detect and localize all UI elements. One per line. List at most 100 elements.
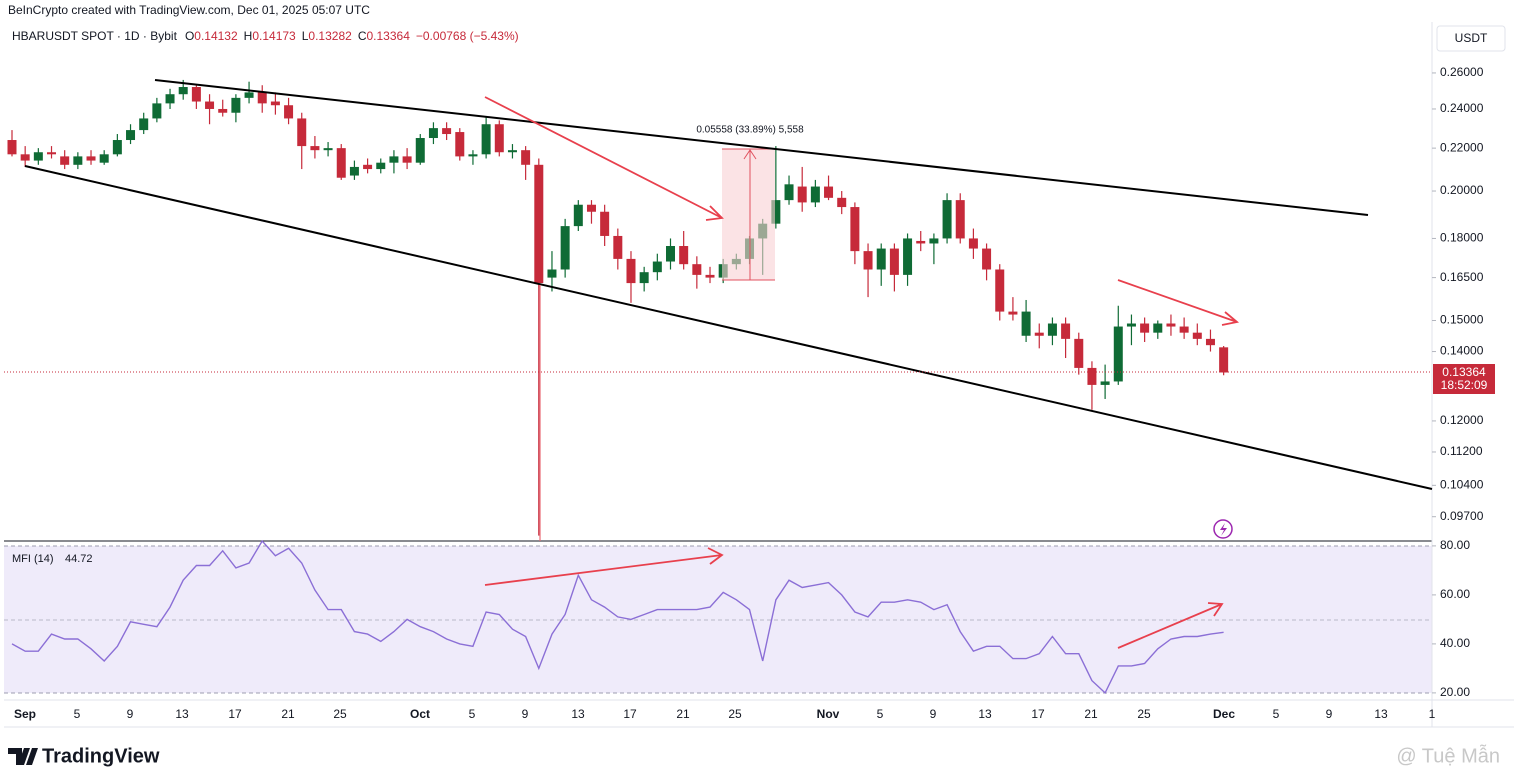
x-tick-label: 25	[728, 707, 742, 721]
candle-body	[586, 204, 596, 212]
x-tick-label: 21	[1084, 707, 1098, 721]
candle-body	[481, 124, 491, 155]
candle-body	[112, 140, 122, 155]
candle-body	[837, 197, 847, 208]
candle-body	[1140, 323, 1150, 333]
candle-body	[1021, 311, 1031, 336]
y-tick-label: 0.20000	[1440, 183, 1484, 197]
ohlc-value: 0.14173	[252, 29, 296, 43]
x-tick-label: 5	[877, 707, 884, 721]
last-price-label: 0.13364	[1442, 365, 1486, 379]
candle-body	[33, 152, 43, 161]
countdown: 18:52:09	[1441, 378, 1488, 392]
candle-body	[442, 128, 452, 135]
alert-icon-bolt	[1220, 523, 1227, 536]
watermark: @ Tuệ Mẫn	[1396, 744, 1500, 767]
mfi-name: MFI (14)	[12, 553, 54, 565]
candle-body	[257, 92, 267, 104]
candle-body	[955, 200, 965, 239]
last-price-box	[1433, 364, 1495, 394]
x-tick-label: 5	[74, 707, 81, 721]
candle-body	[810, 186, 820, 203]
y-tick-label: 0.11200	[1440, 444, 1483, 458]
candle-body	[889, 248, 899, 275]
candle-body	[494, 124, 504, 153]
candle-body	[1061, 323, 1071, 339]
y-tick-label: 0.18000	[1440, 231, 1484, 245]
candle-body	[600, 211, 610, 236]
candle-body	[560, 226, 570, 270]
arrow-annotation	[484, 96, 724, 221]
y-tick-label: 0.22000	[1440, 140, 1484, 154]
brand-logo	[8, 748, 38, 765]
x-tick-label: Sep	[14, 707, 36, 721]
x-tick-label: 25	[333, 707, 347, 721]
upper-trendline	[154, 79, 1369, 216]
x-tick-label: 1	[1429, 707, 1436, 721]
candle-body	[1166, 323, 1176, 327]
candle-body	[850, 207, 860, 252]
x-tick-label: 13	[978, 707, 992, 721]
y-tick-label: 20.00	[1440, 685, 1470, 699]
x-tick-label: 17	[623, 707, 637, 721]
candle-body	[1126, 323, 1136, 327]
x-tick-label: Nov	[817, 707, 840, 721]
y-tick-label: 0.26000	[1440, 65, 1484, 79]
candle-body	[165, 94, 175, 104]
candle-body	[191, 87, 201, 102]
candle-body	[218, 108, 228, 113]
arrow-annotation	[484, 547, 724, 586]
x-tick-label: Dec	[1213, 707, 1235, 721]
ohlc-letter: O	[185, 29, 194, 43]
candle-body	[547, 269, 557, 278]
x-tick-label: 21	[676, 707, 690, 721]
candle-body	[284, 105, 294, 119]
candle-body	[468, 154, 478, 157]
candle-body	[99, 154, 109, 163]
candle-body	[1153, 323, 1163, 333]
x-tick-label: 17	[228, 707, 242, 721]
y-tick-label: 0.14000	[1440, 344, 1484, 358]
candle-body	[573, 204, 583, 227]
change: −0.00768 (−5.43%)	[416, 29, 519, 43]
candle-body	[666, 246, 675, 262]
candle-body	[824, 186, 834, 198]
x-tick-label: 9	[127, 707, 134, 721]
candle-body	[639, 272, 649, 284]
candle-body	[349, 166, 359, 176]
x-tick-label: 5	[469, 707, 476, 721]
candle-body	[1113, 326, 1123, 382]
candle-body	[244, 92, 254, 98]
candle-body	[626, 258, 636, 284]
symbol: HBARUSDT SPOT · 1D · Bybit	[12, 29, 178, 43]
currency-box[interactable]	[1436, 25, 1506, 52]
mfi-line	[11, 539, 1224, 695]
y-tick-label: 0.10400	[1440, 478, 1484, 492]
x-tick-label: Oct	[410, 707, 430, 721]
candle-body	[679, 246, 689, 265]
candle-body	[20, 154, 30, 161]
x-tick-label: 25	[1137, 707, 1151, 721]
candle-body	[1179, 326, 1189, 333]
candle-body	[60, 156, 70, 165]
x-tick-label: 21	[281, 707, 295, 721]
candle-body	[415, 138, 425, 163]
y-tick-label: 60.00	[1440, 587, 1470, 601]
measure-arrow-head	[743, 149, 757, 160]
y-tick-label: 0.16500	[1440, 270, 1484, 284]
x-tick-label: 5	[1273, 707, 1280, 721]
candle-body	[1034, 332, 1044, 336]
candle-body	[916, 240, 926, 244]
y-tick-label: 40.00	[1440, 636, 1470, 650]
candle-body	[363, 164, 373, 170]
candle-body	[1008, 311, 1018, 315]
y-tick-label: 0.15000	[1440, 313, 1484, 327]
candle-body	[1192, 332, 1202, 339]
arrow-annotation	[1117, 279, 1240, 326]
candle-body	[982, 248, 992, 270]
ohlc-value: 0.13282	[308, 29, 352, 43]
candle-body	[784, 184, 794, 201]
candle-body	[297, 118, 307, 147]
candle-body	[968, 238, 978, 249]
